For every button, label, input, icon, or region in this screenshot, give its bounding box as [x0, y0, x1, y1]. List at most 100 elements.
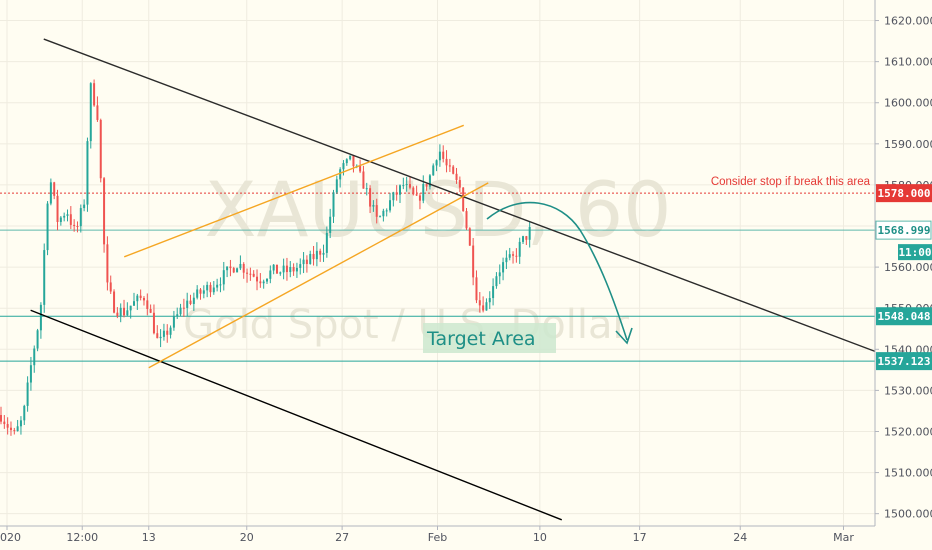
candle-body: [458, 180, 461, 188]
candle-body: [335, 179, 338, 193]
candle-body: [106, 244, 109, 283]
candle-body: [69, 214, 72, 225]
candle-body: [249, 273, 252, 275]
candle-body: [498, 272, 501, 277]
candle-body: [19, 420, 22, 427]
candle-body: [152, 312, 155, 334]
candle-body: [136, 295, 139, 302]
candle-body: [442, 151, 445, 159]
candle-body: [275, 264, 278, 274]
candle-body: [342, 163, 345, 170]
candle-body: [322, 252, 325, 255]
candle-body: [289, 267, 292, 273]
candle-body: [73, 224, 76, 227]
candle-body: [149, 308, 152, 313]
candle-body: [472, 245, 475, 278]
candle-body: [418, 195, 421, 201]
price-tick-label: 1590.000: [884, 138, 932, 151]
candle-body: [359, 165, 362, 172]
candle-body: [83, 204, 86, 209]
candle-body: [332, 192, 335, 217]
candle-body: [422, 184, 425, 201]
candle-body: [46, 203, 49, 251]
candle-body: [528, 227, 531, 240]
candle-body: [0, 415, 2, 422]
candle-body: [412, 187, 415, 195]
candle-body: [295, 267, 298, 272]
candle-body: [239, 263, 242, 269]
price-tick-label: 1600.000: [884, 97, 932, 110]
candle-body: [226, 266, 229, 271]
candle-body: [142, 297, 145, 301]
forecast-arrow: [486, 201, 628, 341]
candle-body: [182, 307, 185, 309]
price-badge-1578: 1578.000: [878, 187, 931, 200]
candle-body: [116, 312, 119, 316]
candle-body: [488, 298, 491, 303]
candle-body: [126, 310, 129, 316]
candle-body: [209, 284, 212, 293]
candle-body: [385, 210, 388, 212]
candle-body: [399, 185, 401, 195]
candle-body: [432, 165, 435, 176]
candle-body: [3, 421, 6, 425]
candle-body: [525, 236, 528, 240]
time-tick-label: 27: [335, 531, 349, 544]
candle-body: [415, 194, 418, 196]
candle-body: [99, 119, 102, 179]
channel-lower-line[interactable]: [148, 182, 489, 369]
time-tick-label: 10: [533, 531, 547, 544]
candle-body: [232, 268, 235, 273]
price-badge-1548: 1548.048: [878, 310, 931, 323]
countdown-label: 11:00: [898, 246, 931, 259]
candle-body: [146, 300, 149, 309]
candle-body: [129, 305, 132, 311]
candle-body: [246, 272, 249, 274]
candle-body: [43, 250, 46, 305]
candle-body: [369, 188, 372, 207]
channel-upper-line[interactable]: [123, 124, 465, 258]
candle-body: [292, 267, 295, 272]
candle-body: [285, 265, 288, 273]
candle-body: [362, 171, 365, 189]
candle-body: [266, 278, 268, 282]
stop-annotation: Consider stop if break this area: [711, 176, 871, 188]
candle-body: [113, 291, 116, 313]
candle-body: [508, 254, 511, 258]
candle-body: [222, 270, 225, 285]
candle-body: [345, 159, 348, 164]
candle-body: [505, 257, 508, 263]
candle-body: [59, 217, 62, 222]
candle-body: [302, 259, 305, 265]
candle-body: [189, 300, 192, 304]
candle-body: [36, 330, 39, 349]
candle-body: [39, 304, 42, 331]
time-tick-label: 13: [142, 531, 156, 544]
candle-body: [89, 83, 92, 142]
candle-body: [462, 187, 465, 212]
candle-body: [186, 300, 189, 308]
price-badge-1548-box: [876, 307, 932, 326]
drawn-trendlines[interactable]: [30, 38, 876, 521]
upper-falling-trendline[interactable]: [43, 38, 876, 353]
candle-body: [269, 270, 272, 279]
candle-body: [522, 236, 525, 242]
candlestick-series: [0, 79, 531, 436]
candle-body: [162, 330, 165, 337]
candle-body: [6, 424, 9, 428]
candle-body: [485, 302, 488, 311]
candle-body: [389, 200, 392, 211]
candle-body: [76, 226, 79, 228]
candle-body: [512, 254, 515, 256]
candle-body: [199, 289, 202, 294]
lower-falling-trendline[interactable]: [30, 309, 563, 521]
candle-body: [392, 192, 395, 201]
time-axis[interactable]: 2020 12:00 13 20 27 Feb 10 17 24 Mar: [0, 526, 854, 544]
candle-body: [379, 216, 382, 218]
price-tick-label: 1500.000: [884, 508, 932, 521]
candle-body: [372, 205, 375, 207]
candle-body: [365, 188, 368, 190]
candle-body: [425, 184, 428, 187]
candle-body: [325, 232, 328, 253]
